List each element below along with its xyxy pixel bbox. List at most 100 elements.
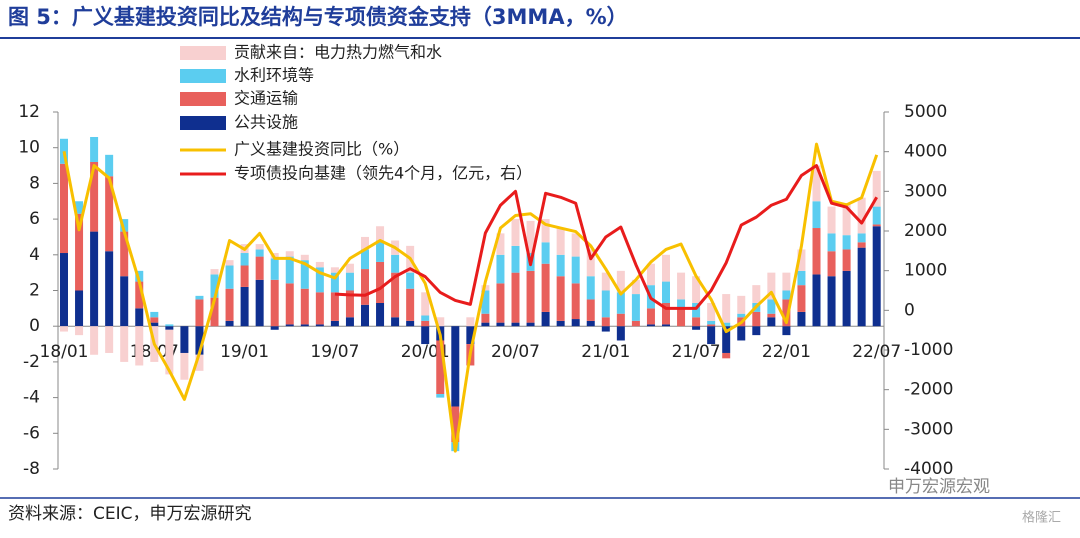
bar (315, 324, 324, 327)
bar (541, 263, 550, 312)
bar (586, 249, 595, 277)
bar (105, 251, 114, 327)
bar (692, 276, 701, 303)
bar (722, 352, 731, 359)
bar (406, 320, 415, 327)
bar (376, 261, 385, 303)
bar (872, 206, 881, 225)
y-tick-label: -6 (23, 423, 40, 443)
bar (120, 326, 129, 362)
line (62, 142, 879, 453)
bar (466, 326, 475, 345)
bar (646, 308, 655, 325)
bar (511, 272, 520, 323)
bar (315, 267, 324, 293)
bar (707, 320, 716, 325)
bar (571, 256, 580, 284)
bar (436, 340, 445, 395)
y-tick-label: 2 (29, 281, 40, 301)
bar (315, 292, 324, 325)
bar (391, 272, 400, 318)
bar (135, 281, 144, 309)
bar (391, 254, 400, 273)
bar (135, 308, 144, 327)
bar (451, 406, 460, 443)
bar (677, 308, 686, 327)
bar (225, 265, 234, 289)
bar (60, 326, 68, 332)
bar (692, 317, 701, 327)
bar (857, 233, 866, 243)
x-tick-label: 21/01 (581, 342, 630, 362)
bar (330, 272, 339, 293)
bar (541, 242, 550, 264)
bar (421, 292, 430, 316)
bar (797, 249, 806, 271)
bar (586, 276, 595, 300)
bar (541, 219, 550, 243)
bar (195, 354, 204, 371)
bar (511, 245, 520, 273)
bar (406, 272, 415, 289)
bar (782, 272, 791, 291)
bar (556, 254, 565, 277)
x-tick-label: 19/01 (220, 342, 269, 362)
y2-tick-label: -4000 (904, 459, 953, 479)
bar (421, 320, 430, 327)
bar (782, 326, 791, 336)
bar (406, 288, 415, 321)
bar (797, 285, 806, 312)
bar (240, 253, 249, 266)
legend-swatch (180, 69, 226, 83)
bar (526, 322, 535, 327)
legend-label: 水利环境等 (234, 66, 314, 85)
bar (210, 269, 219, 275)
bar (481, 322, 490, 327)
bar (752, 326, 761, 336)
bar (797, 270, 806, 286)
bar (225, 320, 234, 327)
y-tick-label: 0 (29, 316, 40, 336)
bar (767, 272, 776, 300)
bar (571, 319, 580, 327)
y2-tick-label: 1000 (904, 261, 947, 281)
bar (285, 324, 294, 327)
bar (255, 256, 264, 280)
bar (752, 285, 761, 303)
bar (210, 274, 219, 298)
bar (616, 313, 625, 327)
x-tick-label: 18/01 (40, 342, 89, 362)
bar (481, 290, 490, 314)
y2-tick-label: 0 (904, 300, 915, 320)
bar (330, 292, 339, 321)
bar (300, 324, 309, 327)
bar (707, 302, 716, 321)
bar (752, 311, 761, 327)
bar (601, 290, 610, 318)
y2-tick-label: -1000 (904, 340, 953, 360)
legend-label: 专项债投向基建（领先4个月，亿元，右） (234, 164, 532, 183)
bar (150, 322, 159, 327)
bar (872, 224, 881, 227)
x-tick-label: 20/07 (491, 342, 540, 362)
bar (857, 197, 866, 234)
bar (812, 201, 821, 229)
bar (481, 313, 490, 323)
y-tick-label: -2 (23, 352, 40, 372)
bar (496, 322, 505, 327)
x-tick-label: 21/07 (672, 342, 721, 362)
bar (255, 249, 264, 257)
bar (646, 324, 655, 327)
bar (165, 326, 174, 330)
bar (105, 176, 114, 252)
bar (737, 326, 746, 341)
bar (601, 326, 610, 332)
bar (225, 288, 234, 321)
x-tick-label: 22/07 (852, 342, 901, 362)
bar (842, 235, 851, 250)
bar (180, 352, 189, 380)
bar (601, 272, 610, 291)
bar (75, 290, 84, 327)
bar (60, 253, 68, 327)
y-tick-label: 10 (18, 138, 40, 158)
